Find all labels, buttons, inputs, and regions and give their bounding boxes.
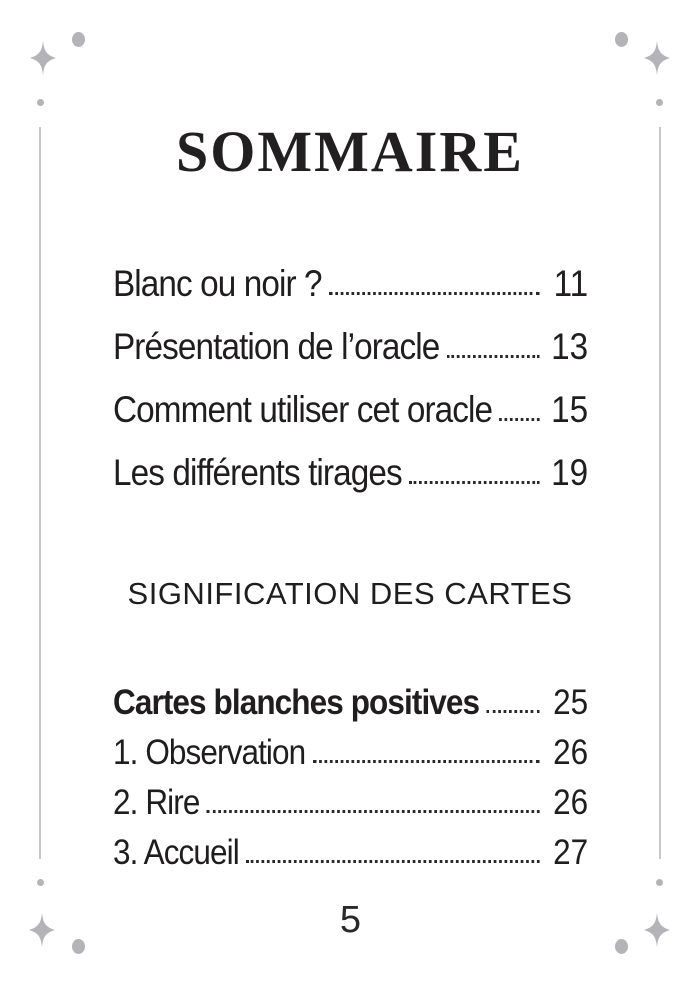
- toc-entry-label: 3. Accueil: [113, 833, 240, 872]
- dot-leader: [499, 418, 540, 421]
- toc-entry-page: 26: [553, 733, 589, 772]
- dot-leader: [312, 760, 540, 763]
- toc-entry-label: Comment utiliser cet oracle: [113, 389, 493, 430]
- toc-entry-label: Cartes blanches positives: [113, 683, 480, 722]
- dot-leader: [206, 810, 540, 813]
- big-dot-ornament: [615, 32, 628, 47]
- toc-entry: Présentation de l’oracle 13: [113, 315, 588, 378]
- big-dot-ornament: [615, 939, 628, 954]
- toc-entry-label: 2. Rire: [113, 783, 200, 822]
- toc-entry-page: 26: [553, 783, 589, 822]
- sparkle-icon: [644, 912, 670, 948]
- vertical-rule: [659, 127, 661, 859]
- folio-page-number: 5: [339, 899, 361, 941]
- toc-intro-block: Blanc ou noir ? 11 Présentation de l’ora…: [113, 252, 588, 504]
- small-dot-ornament: [656, 879, 663, 886]
- toc-entry-label: Blanc ou noir ?: [113, 263, 323, 304]
- sparkle-icon: [644, 40, 670, 76]
- toc-entry: 3. Accueil 27: [113, 828, 588, 878]
- small-dot-ornament: [37, 99, 44, 106]
- sparkle-icon: [30, 40, 56, 76]
- sparkle-icon: [29, 912, 55, 948]
- toc-entry-page: 27: [553, 833, 589, 872]
- dot-leader: [486, 710, 540, 713]
- toc-entry: Comment utiliser cet oracle 15: [113, 378, 588, 441]
- dot-leader: [328, 292, 540, 295]
- toc-column: Blanc ou noir ? 11 Présentation de l’ora…: [113, 0, 588, 989]
- toc-entry-page: 13: [551, 326, 589, 367]
- toc-entry-page: 11: [553, 263, 589, 304]
- toc-entry: Blanc ou noir ? 11: [113, 252, 588, 315]
- dot-leader: [246, 860, 540, 863]
- toc-entry-label: Présentation de l’oracle: [113, 326, 440, 367]
- small-dot-ornament: [656, 99, 663, 106]
- dot-leader: [408, 481, 540, 484]
- big-dot-ornament: [72, 939, 85, 954]
- toc-entry-page: 19: [551, 452, 589, 493]
- vertical-rule: [39, 127, 41, 859]
- toc-cards-block: Cartes blanches positives 25 1. Observat…: [113, 678, 588, 878]
- toc-entry-page: 15: [551, 389, 589, 430]
- toc-entry: Cartes blanches positives 25: [113, 678, 588, 728]
- toc-entry: Les différents tirages 19: [113, 441, 588, 504]
- toc-entry-page: 25: [553, 683, 589, 722]
- toc-entry: 2. Rire 26: [113, 778, 588, 828]
- dot-leader: [446, 355, 540, 358]
- small-dot-ornament: [37, 879, 44, 886]
- toc-entry-label: Les différents tirages: [113, 452, 403, 493]
- page-title: SOMMAIRE: [176, 118, 524, 184]
- toc-entry: 1. Observation 26: [113, 728, 588, 778]
- toc-entry-label: 1. Observation: [113, 733, 306, 772]
- section-heading-cards: SIGNIFICATION DES CARTES: [127, 576, 573, 611]
- big-dot-ornament: [72, 32, 85, 47]
